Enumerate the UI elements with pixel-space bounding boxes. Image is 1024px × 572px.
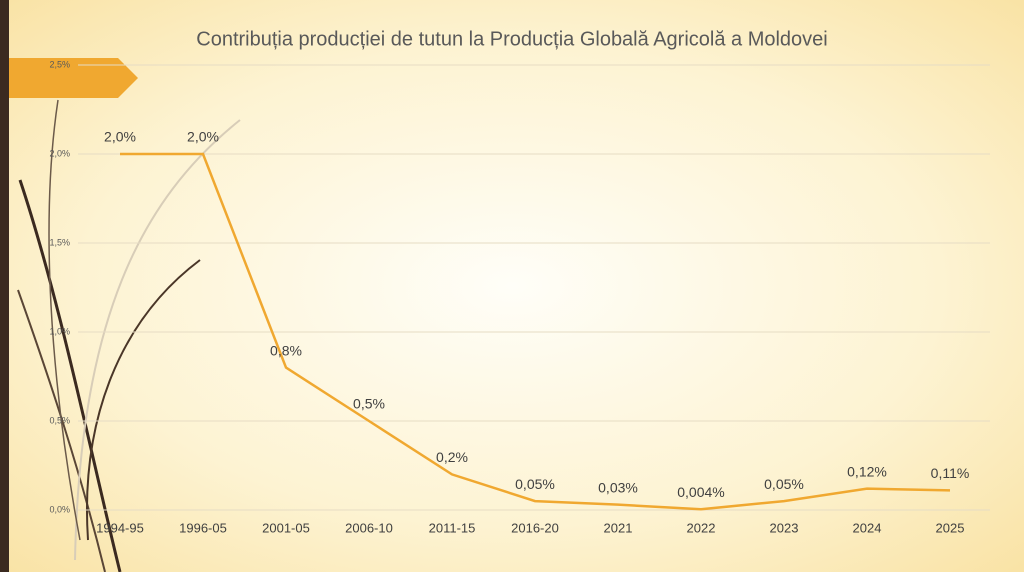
decor-curve: [18, 179, 122, 572]
y-tick-label: 2,5%: [49, 59, 70, 69]
x-tick-label: 2025: [936, 520, 965, 535]
x-tick-label: 2001-05: [262, 520, 310, 535]
decor-curve: [86, 259, 201, 541]
value-label: 0,5%: [353, 396, 385, 412]
x-tick-label: 1996-05: [179, 520, 227, 535]
decor-curve: [17, 289, 106, 572]
y-tick-label: 0,0%: [49, 504, 70, 514]
x-tick-label: 2022: [687, 520, 716, 535]
y-tick-label: 1,0%: [49, 326, 70, 336]
tab-arrow: [9, 58, 138, 98]
x-tick-label: 2024: [853, 520, 882, 535]
y-tick-label: 1,5%: [49, 237, 70, 247]
x-tick-label: 2023: [770, 520, 799, 535]
x-tick-label: 2011-15: [429, 520, 476, 535]
value-label: 0,8%: [270, 342, 302, 358]
side-bar: [0, 0, 9, 572]
decor-curve: [48, 99, 81, 541]
value-label: 0,2%: [436, 449, 468, 465]
x-tick-label: 1994-95: [96, 520, 144, 535]
value-label: 0,11%: [931, 465, 970, 481]
value-label: 0,03%: [598, 479, 638, 495]
decor-curve: [74, 119, 241, 561]
value-label: 2,0%: [104, 129, 136, 145]
value-label: 0,12%: [847, 463, 887, 479]
value-label: 0,05%: [515, 476, 555, 492]
value-label: 0,05%: [764, 476, 804, 492]
data-line: [120, 152, 951, 511]
x-tick-label: 2021: [604, 520, 633, 535]
y-tick-label: 2,0%: [49, 148, 70, 158]
chart-title: Contribuția producției de tutun la Produ…: [196, 28, 827, 50]
value-label: 0,004%: [677, 484, 724, 500]
value-label: 2,0%: [187, 129, 219, 145]
x-tick-label: 2006-10: [345, 520, 393, 535]
y-tick-label: 0,5%: [49, 415, 70, 425]
x-tick-label: 2016-20: [511, 520, 559, 535]
